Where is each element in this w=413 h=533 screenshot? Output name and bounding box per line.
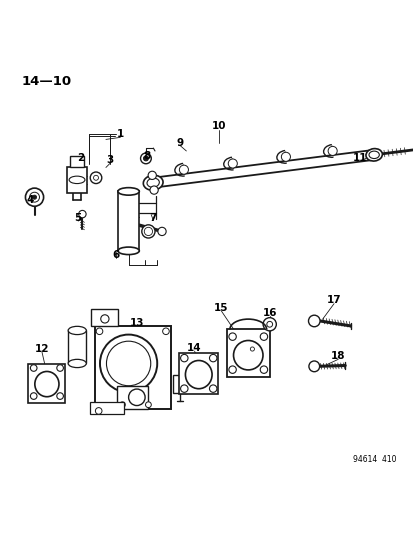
Ellipse shape [118,247,139,255]
Circle shape [308,361,319,372]
Bar [173,375,187,393]
Ellipse shape [69,176,85,183]
Circle shape [179,165,188,174]
Circle shape [162,328,169,335]
Circle shape [100,315,109,323]
Circle shape [209,354,216,362]
Circle shape [30,365,37,372]
Bar [89,402,123,414]
Circle shape [260,366,267,373]
Text: 5: 5 [74,213,82,223]
Text: 14—10: 14—10 [21,75,71,87]
Ellipse shape [68,326,86,335]
Bar [28,364,65,402]
Circle shape [78,211,86,218]
Ellipse shape [365,149,382,161]
Ellipse shape [144,227,152,236]
Circle shape [57,365,63,372]
Ellipse shape [35,372,59,397]
Text: 13: 13 [129,318,144,328]
Circle shape [228,366,236,373]
Text: 16: 16 [262,308,276,318]
Circle shape [263,318,275,331]
Circle shape [30,393,37,399]
Bar [94,326,171,409]
Bar [226,329,269,377]
Text: 11: 11 [351,154,366,164]
Bar [91,309,118,326]
Circle shape [266,321,272,327]
Ellipse shape [68,359,86,368]
Text: 14: 14 [187,343,202,353]
Circle shape [328,147,336,156]
Ellipse shape [142,225,154,238]
Circle shape [90,172,102,183]
Circle shape [140,153,151,164]
Ellipse shape [147,178,159,187]
Circle shape [145,402,151,408]
Text: 4: 4 [27,196,34,206]
Circle shape [260,333,267,341]
Bar [68,330,86,364]
Circle shape [157,227,166,236]
Ellipse shape [100,335,157,392]
Ellipse shape [118,188,139,195]
Circle shape [57,393,63,399]
Circle shape [228,159,237,168]
Text: 3: 3 [106,155,114,165]
Text: 6: 6 [112,250,119,260]
Circle shape [308,315,319,327]
Ellipse shape [128,389,145,406]
Circle shape [281,152,290,161]
Ellipse shape [368,151,378,158]
Bar [179,353,218,394]
Ellipse shape [106,341,150,386]
Circle shape [32,195,36,199]
Circle shape [29,192,39,202]
Text: 1: 1 [116,130,123,140]
Circle shape [148,171,156,180]
Circle shape [180,385,188,392]
Text: 15: 15 [214,303,228,313]
Text: 9: 9 [176,138,183,148]
Ellipse shape [233,341,262,370]
Text: 7: 7 [150,213,157,223]
Circle shape [228,333,236,341]
Bar [67,167,87,192]
Text: 8: 8 [143,151,150,161]
Bar [117,386,147,409]
Text: 17: 17 [326,295,341,305]
Circle shape [119,402,125,408]
Circle shape [209,385,216,392]
Text: 10: 10 [211,121,226,131]
Circle shape [180,354,188,362]
Circle shape [143,156,148,161]
Bar [118,191,139,251]
Circle shape [93,175,98,180]
Circle shape [150,186,158,194]
Text: 94614  410: 94614 410 [352,455,396,464]
Circle shape [96,328,102,335]
Text: 12: 12 [35,344,49,354]
Ellipse shape [143,175,163,190]
Text: 2: 2 [77,154,85,164]
Ellipse shape [185,360,211,389]
Bar [69,156,84,167]
Circle shape [25,188,43,206]
Circle shape [95,408,102,414]
Text: 18: 18 [330,351,344,361]
Circle shape [250,347,254,351]
